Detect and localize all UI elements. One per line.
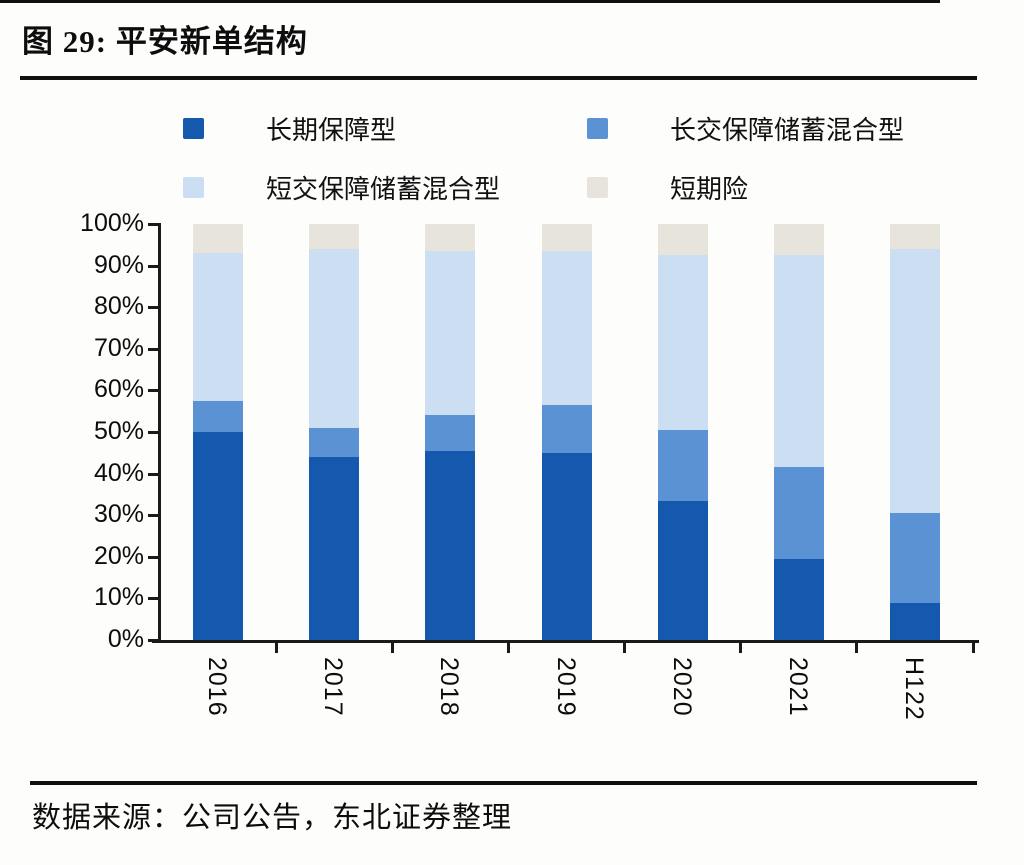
- segment-长交保障储蓄混合型: [193, 400, 244, 432]
- bar-2021: [773, 224, 824, 640]
- legend-swatch-icon: [587, 177, 608, 198]
- x-label-2019: 2019: [551, 657, 580, 717]
- legend-label: 短期险: [670, 175, 749, 204]
- segment-长期保障型: [657, 500, 708, 640]
- y-tick-label: 30%: [93, 500, 144, 529]
- segment-长交保障储蓄混合型: [889, 513, 940, 603]
- segment-短交保障储蓄混合型: [889, 248, 940, 514]
- segment-短期险: [889, 224, 940, 249]
- bar-2017: [309, 224, 360, 640]
- segment-长交保障储蓄混合型: [541, 404, 592, 453]
- x-tick: [506, 642, 510, 653]
- segment-长交保障储蓄混合型: [425, 415, 476, 451]
- legend-swatch-icon: [587, 118, 608, 139]
- legend-label: 短交保障储蓄混合型: [266, 175, 501, 204]
- x-label-H122: H122: [899, 657, 928, 721]
- x-label-2021: 2021: [783, 657, 812, 717]
- figure-title: 图 29: 平安新单结构: [22, 24, 308, 59]
- y-tick: [148, 264, 158, 268]
- segment-短交保障储蓄混合型: [541, 251, 592, 405]
- y-tick-label: 100%: [80, 209, 144, 237]
- legend-item-2: 短交保障储蓄混合型: [183, 169, 587, 206]
- bar-2016: [193, 224, 244, 640]
- footer-rule: [30, 781, 977, 785]
- y-tick-label: 0%: [107, 625, 144, 653]
- y-tick-label: 10%: [93, 583, 144, 612]
- y-tick-label: 90%: [93, 250, 144, 279]
- x-tick: [623, 642, 627, 653]
- top-rule: [0, 0, 940, 3]
- y-tick: [148, 639, 158, 642]
- y-tick: [148, 555, 158, 559]
- segment-短期险: [773, 224, 824, 256]
- y-tick: [148, 347, 158, 351]
- segment-长期保障型: [309, 456, 360, 640]
- y-tick: [148, 389, 158, 393]
- legend-item-1: 长交保障储蓄混合型: [587, 110, 904, 147]
- segment-短交保障储蓄混合型: [773, 255, 824, 468]
- segment-长期保障型: [425, 450, 476, 640]
- stacked-bar-chart: 100% 90% 80% 70% 60% 50% 40% 30% 20% 10% 0% 2016 201…: [80, 209, 979, 721]
- x-tick: [739, 642, 743, 653]
- legend-swatch-icon: [183, 177, 204, 198]
- segment-长交保障储蓄混合型: [657, 429, 708, 501]
- segment-短期险: [541, 224, 592, 252]
- y-axis-line: [158, 223, 161, 642]
- bar-2020: [657, 224, 708, 640]
- y-tick: [148, 597, 158, 601]
- x-label-2018: 2018: [435, 657, 464, 717]
- segment-长交保障储蓄混合型: [773, 467, 824, 559]
- segment-长期保障型: [889, 602, 940, 640]
- chart-legend: 长期保障型 长交保障储蓄混合型短交保障储蓄混合型 短期险: [183, 110, 904, 206]
- y-tick: [148, 306, 158, 310]
- title-underline: [20, 76, 977, 80]
- segment-短期险: [193, 224, 244, 254]
- x-axis-line: [152, 640, 979, 643]
- legend-label: 长交保障储蓄混合型: [670, 116, 905, 145]
- segment-短期险: [657, 224, 708, 256]
- y-tick-label: 80%: [93, 292, 144, 321]
- segment-短期险: [309, 224, 360, 249]
- legend-label: 长期保障型: [266, 116, 397, 145]
- segment-短期险: [425, 224, 476, 252]
- y-tick: [148, 472, 158, 476]
- y-tick-label: 40%: [93, 458, 144, 487]
- x-tick: [971, 642, 975, 653]
- x-tick: [390, 642, 394, 653]
- segment-长期保障型: [773, 558, 824, 640]
- x-tick: [855, 642, 859, 653]
- segment-长期保障型: [193, 432, 244, 640]
- data-source-text: 数据来源：公司公告，东北证券整理: [32, 802, 513, 834]
- segment-短交保障储蓄混合型: [425, 251, 476, 416]
- y-tick: [148, 223, 158, 226]
- bar-H122: [889, 224, 940, 640]
- legend-swatch-icon: [183, 118, 204, 139]
- y-tick-label: 20%: [93, 541, 144, 570]
- y-tick: [148, 431, 158, 434]
- bar-2018: [425, 224, 476, 640]
- y-tick-label: 60%: [93, 375, 144, 404]
- x-label-2017: 2017: [319, 657, 348, 717]
- segment-短交保障储蓄混合型: [309, 248, 360, 428]
- x-tick: [274, 642, 278, 653]
- x-label-2016: 2016: [203, 657, 232, 717]
- y-tick-label: 70%: [93, 333, 144, 362]
- legend-item-3: 短期险: [587, 169, 904, 206]
- segment-短交保障储蓄混合型: [193, 253, 244, 401]
- segment-长期保障型: [541, 452, 592, 640]
- y-tick-label: 50%: [93, 417, 144, 445]
- y-tick: [148, 514, 158, 518]
- segment-短交保障储蓄混合型: [657, 255, 708, 430]
- x-label-2020: 2020: [667, 657, 696, 717]
- bar-2019: [541, 224, 592, 640]
- legend-item-0: 长期保障型: [183, 110, 587, 147]
- segment-长交保障储蓄混合型: [309, 427, 360, 457]
